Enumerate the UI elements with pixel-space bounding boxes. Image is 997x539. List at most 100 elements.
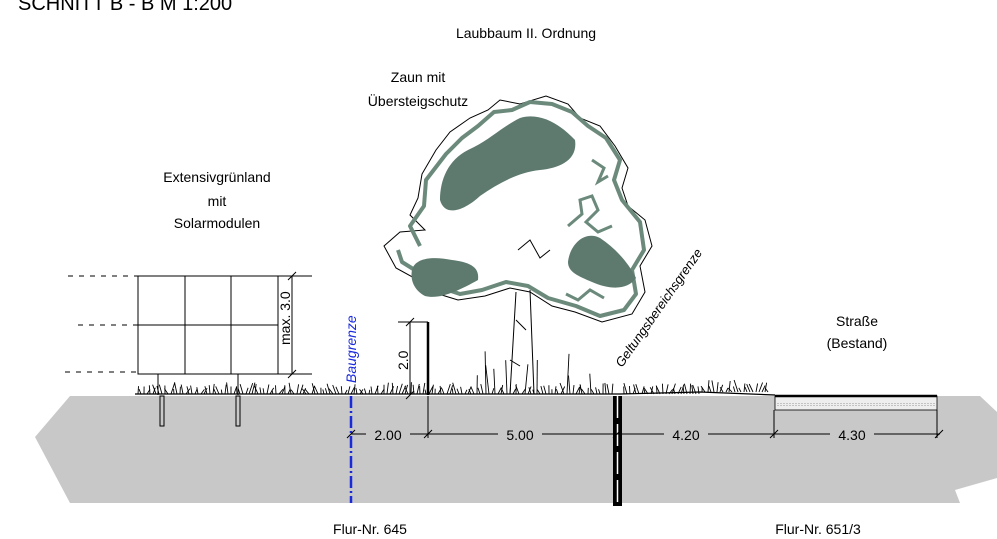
grass-blade [697,386,700,395]
building-line-label: Baugrenze [343,315,359,383]
grass-blade [404,386,409,395]
grass-blade [224,384,227,395]
grass-blade [623,382,628,395]
grass-blade [755,383,759,393]
grass-blade [727,387,733,393]
grass-blade [322,389,325,395]
grass-blade [581,388,586,395]
grass-blade [758,382,764,393]
grass-blade [677,386,682,395]
grass-blade [271,389,274,395]
dimension-4-20: 4.20 [672,427,699,443]
grass-blade [725,387,729,393]
grass-blade [304,389,310,395]
pavement-texture [777,403,935,406]
grass-blade [485,365,490,395]
grass-blade [245,387,249,395]
grass-blade [764,382,768,393]
grass-blade [635,384,640,395]
grass-blade [290,389,295,395]
grass-blade [568,375,571,395]
grass-blade [170,382,176,395]
grass-blade [359,389,364,395]
grass-blade [590,389,595,395]
grass-blade [424,389,427,395]
grass-blade [203,387,208,395]
grass-blade [353,384,356,395]
grass-blade [505,360,508,395]
grass-blade [288,382,292,395]
grass-blade [158,384,163,395]
grass-blade [728,380,731,393]
scope-boundary-line [613,396,622,506]
grass-blade [497,387,502,395]
grass-blade [449,385,454,395]
grass-blade [700,385,706,393]
grass-blade [196,387,199,395]
grass-blade [738,387,742,393]
grass-blade [500,387,505,395]
grass-blade [606,384,610,395]
grass-blade [363,388,367,395]
street-label-line1: Straße [836,313,878,329]
grass-blade [748,383,754,393]
grass-blade [328,388,334,395]
solar-module-rack [65,275,312,427]
grass-blade [633,384,637,395]
grass-blade [661,383,664,395]
grass-blade [266,384,270,395]
grass-blade [598,389,601,395]
grass-blade [555,389,559,395]
grass-blade [512,388,516,395]
grass-blade [665,384,669,395]
grass-blade [251,382,256,395]
grass-blade [733,379,739,393]
grass-blade [152,387,156,395]
grassland-label-line1: Extensivgrünland [163,169,270,185]
grass-blade [708,385,712,393]
grass-blade [416,383,420,395]
grass-blade [732,386,736,393]
grass-blade [491,388,495,395]
grass-blade [521,388,526,395]
grass-blade [204,386,208,395]
grass-blade [711,380,715,393]
grass-blade [641,386,645,395]
grass-blade [137,386,139,395]
grass-blade [595,387,598,395]
grass-blade [528,387,532,395]
fence-label-line2: Übersteigschutz [368,92,468,109]
grass-blade [148,385,151,395]
grass-blade [460,386,463,395]
grass-blade [744,386,748,393]
grass-blade [335,386,340,395]
grass-blade [468,389,472,395]
grass-blade [691,385,694,395]
grass-blade [439,385,442,395]
grass-blade [324,388,328,395]
grass-blade [707,380,710,393]
tree-foliage-clump-top [440,116,576,211]
grass-blade [386,382,389,395]
grass-blade [536,389,541,395]
grass-blade [484,351,487,395]
grass-blade [180,384,184,395]
dimension-2-00: 2.00 [374,427,401,443]
grass-blade [493,368,496,395]
dimension-labels: 2.00 5.00 4.20 4.30 [366,425,874,443]
grass-blade [398,383,403,395]
grass-blade [200,389,205,395]
grass-blade [186,386,190,395]
grass-blade [515,384,520,395]
grass-blade [524,364,529,395]
parcel-label-right: Flur-Nr. 651/3 [775,521,861,537]
grass-blade [464,389,468,395]
grass-blade [368,389,371,395]
grass-blade [311,385,316,395]
grass-blade [431,384,434,395]
grass-blade [456,388,460,395]
fence-height-label: 2.0 [395,350,411,370]
grass-blade [604,382,607,395]
grass-blade [422,382,426,395]
grass-blade [589,373,592,395]
